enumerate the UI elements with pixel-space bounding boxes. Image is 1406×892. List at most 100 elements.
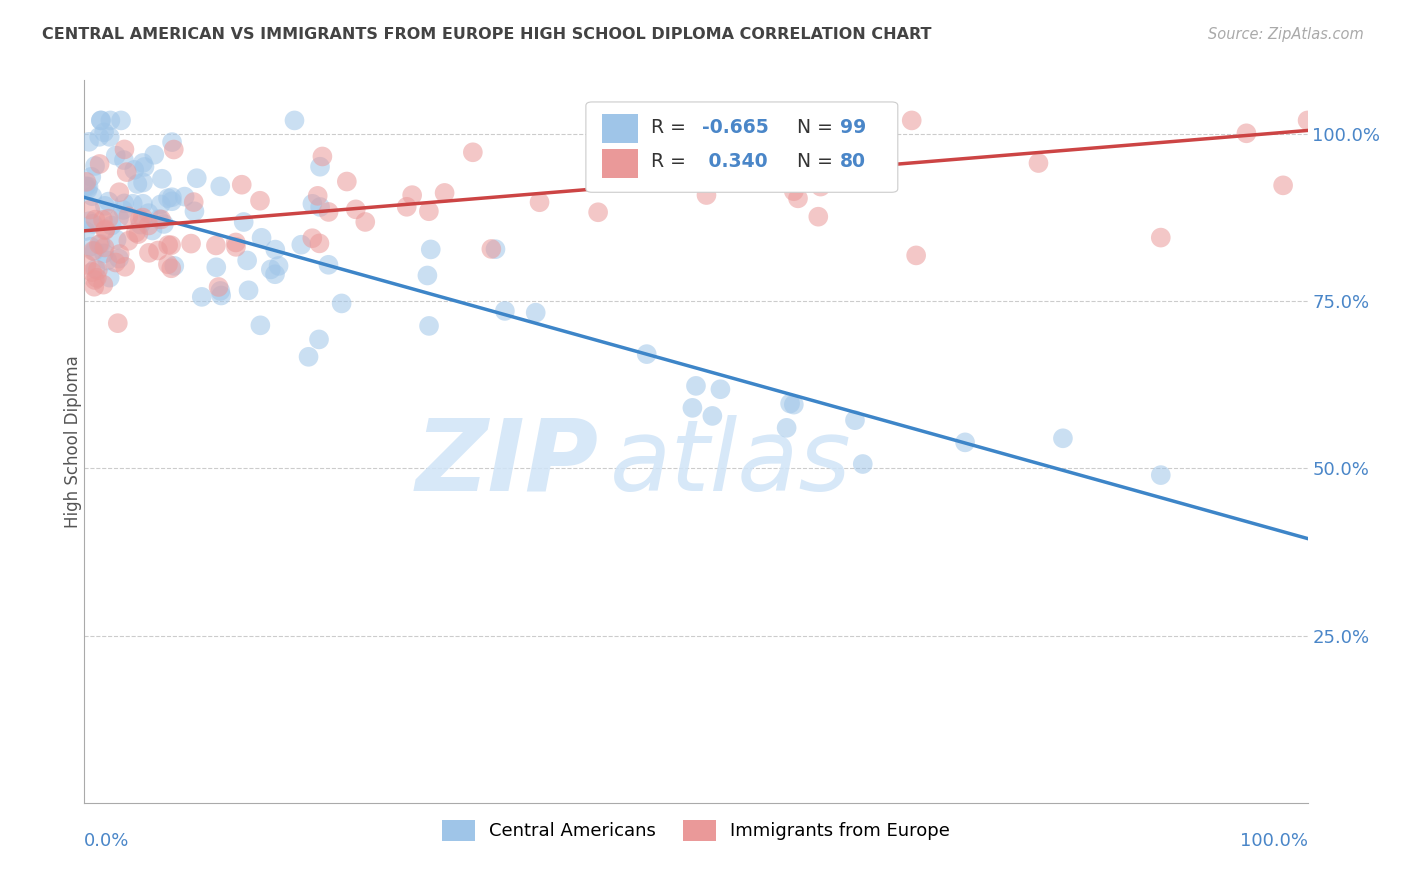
Point bbox=[307, 189, 329, 203]
Point bbox=[236, 253, 259, 268]
Point bbox=[134, 160, 156, 174]
Point bbox=[318, 258, 340, 272]
Point bbox=[143, 148, 166, 162]
Point bbox=[173, 189, 195, 203]
Point bbox=[150, 171, 173, 186]
Point bbox=[308, 236, 330, 251]
Point bbox=[138, 206, 160, 220]
Point bbox=[264, 267, 287, 281]
Text: 99: 99 bbox=[841, 118, 866, 136]
Point bbox=[779, 396, 801, 410]
Point bbox=[112, 153, 135, 167]
Point bbox=[146, 244, 169, 258]
Point bbox=[96, 253, 118, 268]
Point bbox=[160, 194, 183, 209]
Point bbox=[529, 195, 551, 210]
Point bbox=[709, 382, 731, 396]
FancyBboxPatch shape bbox=[586, 102, 898, 193]
Point bbox=[75, 179, 97, 194]
Point bbox=[98, 270, 121, 285]
Point bbox=[132, 156, 155, 170]
Point bbox=[297, 350, 319, 364]
Point bbox=[93, 240, 115, 254]
Text: ZIP: ZIP bbox=[415, 415, 598, 512]
Text: 0.340: 0.340 bbox=[702, 153, 768, 171]
Text: R =: R = bbox=[651, 153, 692, 171]
Text: -0.665: -0.665 bbox=[702, 118, 769, 136]
Point bbox=[900, 113, 922, 128]
Point bbox=[75, 224, 97, 238]
Point bbox=[852, 457, 875, 471]
Point bbox=[1272, 178, 1295, 193]
Point bbox=[249, 194, 271, 208]
Point bbox=[183, 195, 205, 210]
Text: N =: N = bbox=[786, 153, 839, 171]
Point bbox=[114, 260, 136, 274]
Point bbox=[100, 219, 122, 233]
Point bbox=[494, 304, 516, 318]
Point bbox=[83, 244, 105, 258]
Point bbox=[418, 204, 440, 219]
Point bbox=[524, 306, 547, 320]
Point bbox=[401, 188, 423, 202]
Point bbox=[160, 190, 183, 204]
Point bbox=[114, 142, 136, 156]
Point bbox=[163, 143, 186, 157]
Point bbox=[91, 277, 114, 292]
Point bbox=[115, 165, 138, 179]
Point bbox=[418, 318, 440, 333]
Point bbox=[207, 280, 229, 294]
Point bbox=[156, 191, 179, 205]
Legend: Central Americans, Immigrants from Europe: Central Americans, Immigrants from Europ… bbox=[434, 813, 957, 848]
Point bbox=[828, 140, 851, 154]
Point bbox=[128, 212, 150, 227]
Point bbox=[160, 135, 183, 149]
Point bbox=[83, 279, 105, 293]
Point bbox=[283, 113, 305, 128]
Point bbox=[87, 237, 110, 252]
Point bbox=[90, 236, 112, 251]
Point bbox=[108, 185, 131, 199]
Point bbox=[330, 296, 353, 310]
Point bbox=[301, 231, 323, 245]
Point bbox=[160, 238, 183, 252]
Point bbox=[75, 258, 97, 272]
Point bbox=[132, 196, 155, 211]
Point bbox=[84, 262, 107, 277]
Point bbox=[783, 398, 806, 412]
Point bbox=[1150, 230, 1173, 244]
Point bbox=[80, 169, 103, 184]
Point bbox=[702, 409, 724, 423]
Point bbox=[105, 233, 128, 247]
Point bbox=[238, 283, 260, 297]
Point bbox=[117, 209, 139, 223]
Point bbox=[127, 227, 149, 241]
Point bbox=[267, 259, 290, 273]
Point bbox=[132, 211, 155, 225]
Point bbox=[91, 212, 114, 227]
Point bbox=[311, 149, 333, 163]
Point bbox=[1150, 468, 1173, 483]
Point bbox=[301, 196, 323, 211]
Point bbox=[82, 217, 104, 231]
Point bbox=[232, 215, 254, 229]
Point bbox=[104, 148, 127, 162]
Point bbox=[209, 284, 232, 298]
Point bbox=[157, 238, 180, 252]
Point bbox=[124, 162, 146, 177]
Point bbox=[433, 186, 456, 200]
Point bbox=[260, 262, 283, 277]
Point bbox=[98, 129, 121, 144]
Point bbox=[97, 211, 120, 226]
Point bbox=[308, 333, 330, 347]
Point bbox=[138, 219, 160, 233]
Point bbox=[354, 215, 377, 229]
Point bbox=[395, 200, 418, 214]
Point bbox=[84, 159, 107, 173]
Point bbox=[86, 270, 108, 285]
Point bbox=[75, 175, 97, 189]
Point bbox=[80, 265, 103, 279]
Point bbox=[419, 243, 441, 257]
Point bbox=[695, 188, 717, 202]
Text: 0.0%: 0.0% bbox=[84, 831, 129, 850]
